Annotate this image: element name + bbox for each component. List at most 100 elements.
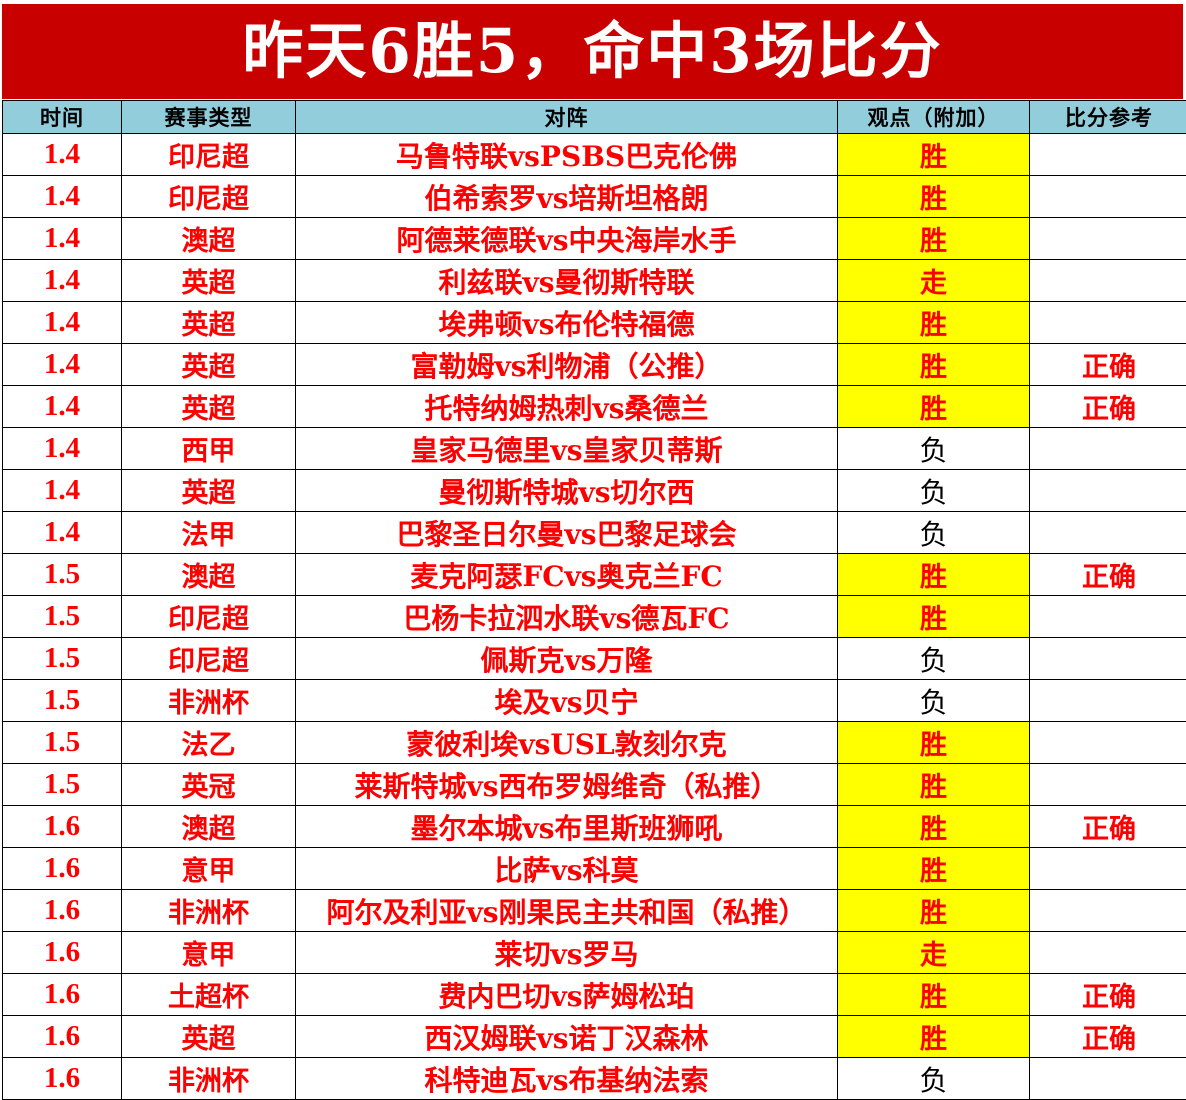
cell-view: 负: [838, 512, 1030, 554]
cell-time: 1.4: [3, 512, 122, 554]
cell-time: 1.4: [3, 260, 122, 302]
cell-match: 曼彻斯特城vs切尔西: [296, 470, 838, 512]
cell-match: 埃弗顿vs布伦特福德: [296, 302, 838, 344]
cell-view: 胜: [838, 218, 1030, 260]
cell-match: 阿德莱德联vs中央海岸水手: [296, 218, 838, 260]
cell-league: 西甲: [122, 428, 296, 470]
cell-league: 印尼超: [122, 134, 296, 176]
cell-score: [1030, 596, 1186, 638]
table-header: 时间 赛事类型 对阵 观点（附加） 比分参考: [3, 101, 1186, 134]
cell-league: 法乙: [122, 722, 296, 764]
cell-match: 托特纳姆热刺vs桑德兰: [296, 386, 838, 428]
cell-match: 蒙彼利埃vsUSL敦刻尔克: [296, 722, 838, 764]
column-header-time: 时间: [3, 101, 122, 134]
cell-match: 莱切vs罗马: [296, 932, 838, 974]
cell-score: [1030, 302, 1186, 344]
cell-view: 胜: [838, 1016, 1030, 1058]
cell-score: [1030, 512, 1186, 554]
cell-score: 正确: [1030, 386, 1186, 428]
cell-view: 负: [838, 470, 1030, 512]
cell-match: 皇家马德里vs皇家贝蒂斯: [296, 428, 838, 470]
cell-score: 正确: [1030, 974, 1186, 1016]
cell-league: 印尼超: [122, 638, 296, 680]
cell-time: 1.6: [3, 974, 122, 1016]
cell-view: 胜: [838, 890, 1030, 932]
cell-time: 1.4: [3, 428, 122, 470]
cell-view: 负: [838, 1058, 1030, 1100]
cell-league: 意甲: [122, 848, 296, 890]
cell-score: [1030, 134, 1186, 176]
cell-league: 澳超: [122, 218, 296, 260]
cell-time: 1.6: [3, 848, 122, 890]
cell-match: 墨尔本城vs布里斯班狮吼: [296, 806, 838, 848]
cell-match: 费内巴切vs萨姆松珀: [296, 974, 838, 1016]
cell-view: 负: [838, 680, 1030, 722]
cell-time: 1.4: [3, 302, 122, 344]
cell-match: 马鲁特联vsPSBS巴克伦佛: [296, 134, 838, 176]
cell-time: 1.5: [3, 680, 122, 722]
cell-match: 埃及vs贝宁: [296, 680, 838, 722]
cell-league: 土超杯: [122, 974, 296, 1016]
cell-view: 胜: [838, 764, 1030, 806]
cell-league: 意甲: [122, 932, 296, 974]
cell-score: [1030, 722, 1186, 764]
cell-score: [1030, 428, 1186, 470]
cell-view: 胜: [838, 386, 1030, 428]
cell-match: 麦克阿瑟FCvs奥克兰FC: [296, 554, 838, 596]
cell-score: [1030, 932, 1186, 974]
cell-league: 澳超: [122, 806, 296, 848]
cell-time: 1.5: [3, 554, 122, 596]
cell-match: 伯希索罗vs培斯坦格朗: [296, 176, 838, 218]
table-header-row: 时间 赛事类型 对阵 观点（附加） 比分参考: [3, 101, 1186, 134]
cell-score: [1030, 470, 1186, 512]
cell-time: 1.5: [3, 596, 122, 638]
cell-league: 澳超: [122, 554, 296, 596]
page-title: 昨天6胜5，命中3场比分: [242, 21, 942, 82]
cell-time: 1.6: [3, 806, 122, 848]
cell-league: 英超: [122, 386, 296, 428]
cell-score: 正确: [1030, 806, 1186, 848]
cell-score: [1030, 1058, 1186, 1100]
cell-match: 巴杨卡拉泗水联vs德瓦FC: [296, 596, 838, 638]
cell-score: [1030, 176, 1186, 218]
cell-match: 阿尔及利亚vs刚果民主共和国（私推）: [296, 890, 838, 932]
cell-score: [1030, 890, 1186, 932]
cell-score: 正确: [1030, 1016, 1186, 1058]
cell-view: 胜: [838, 344, 1030, 386]
cell-time: 1.6: [3, 1058, 122, 1100]
cell-match: 科特迪瓦vs布基纳法索: [296, 1058, 838, 1100]
cell-score: [1030, 680, 1186, 722]
column-header-match: 对阵: [296, 101, 838, 134]
cell-view: 胜: [838, 722, 1030, 764]
cell-score: [1030, 638, 1186, 680]
cell-view: 负: [838, 638, 1030, 680]
cell-league: 印尼超: [122, 176, 296, 218]
cell-time: 1.5: [3, 764, 122, 806]
cell-view: 胜: [838, 806, 1030, 848]
cell-view: 走: [838, 932, 1030, 974]
cell-score: [1030, 848, 1186, 890]
cell-time: 1.4: [3, 344, 122, 386]
cell-view: 胜: [838, 848, 1030, 890]
cell-league: 印尼超: [122, 596, 296, 638]
cell-league: 英超: [122, 302, 296, 344]
column-header-league: 赛事类型: [122, 101, 296, 134]
cell-score: [1030, 260, 1186, 302]
cell-match: 莱斯特城vs西布罗姆维奇（私推）: [296, 764, 838, 806]
